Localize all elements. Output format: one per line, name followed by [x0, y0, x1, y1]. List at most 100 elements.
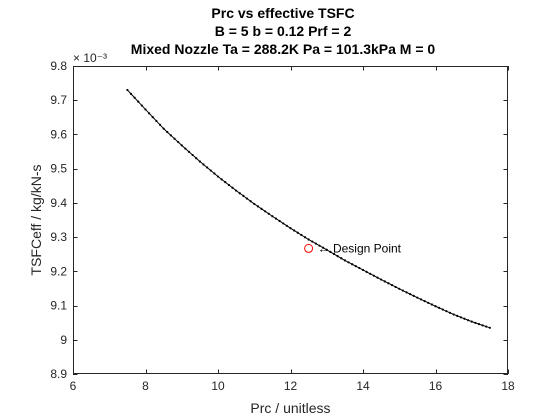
chart-title-line-2: B = 5 b = 0.12 Prf = 2: [215, 23, 352, 39]
data-point: [184, 147, 187, 150]
y-tick-label: 9.7: [50, 93, 67, 107]
y-tick-label: 9.3: [50, 230, 67, 244]
data-point: [412, 294, 415, 297]
data-point: [347, 261, 350, 264]
data-point: [289, 227, 292, 230]
data-point: [202, 163, 205, 166]
y-tick-label: 9.8: [50, 59, 67, 73]
y-tick-label: 9: [60, 333, 67, 347]
data-point: [187, 150, 191, 153]
data-point: [253, 202, 256, 206]
data-point: [158, 123, 162, 126]
data-point: [372, 274, 375, 277]
data-point: [409, 293, 412, 296]
data-point: [467, 319, 470, 322]
data-point: [434, 305, 437, 308]
data-point: [235, 189, 238, 192]
data-point: [148, 112, 151, 115]
chart-title-line-1: Prc vs effective TSFC: [211, 5, 354, 21]
data-point: [387, 282, 390, 285]
data-point: [405, 291, 408, 294]
plot-area: [73, 66, 508, 374]
data-point: [303, 236, 307, 239]
data-point: [481, 324, 484, 327]
data-point: [238, 192, 241, 195]
data-point: [209, 169, 212, 172]
data-point: [390, 283, 394, 287]
data-point: [267, 212, 270, 215]
data-point: [314, 242, 317, 245]
data-point: [463, 317, 466, 320]
data-point: [419, 298, 423, 301]
data-point: [477, 323, 481, 326]
axes-box: [73, 66, 508, 374]
data-point: [278, 219, 281, 223]
x-tick-label: 18: [501, 379, 515, 393]
data-point: [416, 296, 419, 299]
data-point: [137, 100, 140, 103]
data-point: [380, 278, 383, 281]
data-point: [151, 116, 154, 119]
data-point: [220, 178, 223, 181]
design-point-label: ← Design Point: [318, 241, 402, 255]
data-point: [470, 320, 473, 323]
data-point: [245, 197, 249, 200]
data-point: [274, 217, 278, 220]
data-point: [441, 308, 444, 311]
data-point: [318, 244, 321, 247]
data-point: [195, 157, 198, 160]
data-point: [394, 285, 397, 289]
data-point: [224, 181, 227, 184]
data-point: [376, 276, 379, 279]
data-point: [166, 130, 169, 134]
data-point: [430, 303, 433, 306]
data-point: [332, 252, 336, 256]
data-point: [206, 166, 209, 169]
y-tick-label: 9.4: [50, 196, 67, 210]
data-point: [300, 233, 303, 237]
data-point: [452, 313, 455, 316]
data-point: [401, 289, 404, 292]
y-tick-label: 9.5: [50, 162, 67, 176]
x-tick-label: 16: [429, 379, 443, 393]
data-point: [180, 144, 183, 147]
data-point: [448, 311, 452, 314]
axis-tick-labels: 6 8 10 12 14 16 18 8.9 9 9.1 9.2 9.3 9.4 9.5 9.6 9.7 9.8: [50, 59, 515, 393]
data-point: [485, 325, 488, 328]
data-point: [488, 326, 491, 329]
design-point-annotation: ← Design Point: [304, 241, 402, 255]
data-point: [365, 270, 368, 273]
data-point: [231, 186, 234, 189]
data-point: [361, 268, 365, 272]
data-point: [242, 194, 245, 198]
data-point: [423, 300, 426, 303]
x-tick-label: 14: [356, 379, 370, 393]
data-point: [329, 250, 332, 253]
data-point: [369, 272, 372, 275]
y-axis-exponent-label: × 10⁻³: [73, 51, 107, 65]
data-point: [271, 215, 274, 218]
data-point: [351, 263, 354, 266]
y-tick-label: 9.2: [50, 264, 67, 278]
data-point: [227, 183, 230, 187]
data-point: [343, 259, 346, 262]
data-point: [340, 257, 343, 260]
data-point: [445, 310, 448, 313]
data-point: [191, 153, 194, 157]
data-point: [383, 280, 386, 283]
data-point: [336, 255, 339, 258]
data-point: [474, 321, 477, 324]
data-point: [398, 287, 401, 290]
data-point: [325, 248, 328, 251]
data-point: [144, 108, 147, 111]
x-tick-label: 8: [142, 379, 149, 393]
data-point: [311, 240, 314, 243]
data-point: [169, 134, 172, 137]
data-point: [177, 140, 180, 144]
data-point: [264, 210, 267, 213]
data-point: [155, 119, 158, 123]
data-point: [459, 316, 462, 319]
data-point: [198, 160, 201, 163]
